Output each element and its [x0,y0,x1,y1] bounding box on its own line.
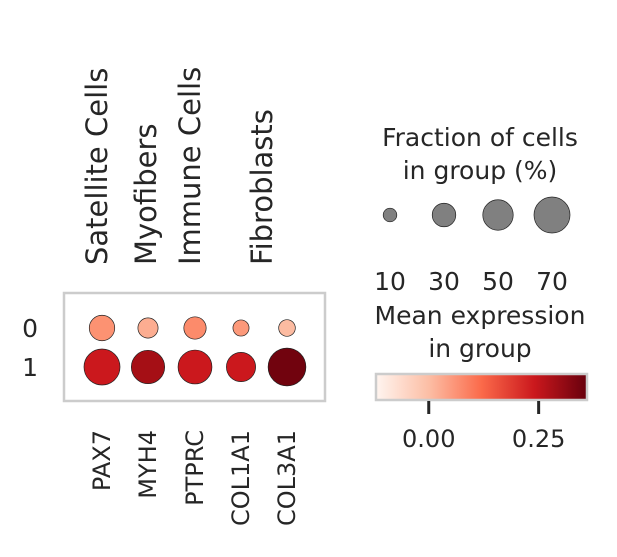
gene-label-ptprc: PTPRC [181,430,209,506]
dot-group0-ptprc [183,316,207,340]
dot-group1-col3a1 [267,347,307,387]
size-legend-title-line1: Fraction of cells [382,123,578,152]
dot-group1-pax7 [83,348,121,386]
var-group-label-2: Myofibers [129,124,163,265]
size-legend-dot-70 [533,196,571,234]
dot-group1-myh4 [130,349,166,385]
colorbar [376,374,587,400]
size-legend-label-30: 30 [428,267,460,296]
var-group-label-1: Satellite Cells [80,68,114,265]
dot-group0-col3a1 [278,319,296,337]
size-legend-dot-10 [382,207,398,223]
var-group-label-3: Immune Cells [173,67,207,265]
var-group-label-4: Fibroblasts [245,109,279,265]
size-legend-label-50: 50 [482,267,514,296]
color-legend-title-line1: Mean expression [375,301,586,330]
gene-label-col3a1: COL3A1 [273,430,301,526]
size-legend-label-10: 10 [374,267,406,296]
colorbar-tick-label-0: 0.00 [402,425,455,453]
size-legend-label-70: 70 [536,267,568,296]
size-legend-title-line2: in group (%) [403,156,558,185]
group-label-0: 0 [22,314,38,343]
group-label-1: 1 [22,353,38,382]
colorbar-frame [374,372,589,402]
dot-group0-pax7 [88,314,116,342]
gene-label-col1a1: COL1A1 [227,430,255,526]
dot-group0-col1a1 [232,319,250,337]
gene-label-myh4: MYH4 [134,430,162,499]
color-legend-title-line2: in group [428,334,531,363]
plot-frame [62,291,327,403]
colorbar-tick-label-1: 0.25 [512,425,565,453]
size-legend-dot-50 [482,199,514,231]
dot-group1-ptprc [177,349,213,385]
dot-group1-col1a1 [226,352,256,382]
size-legend-dot-30 [431,202,457,228]
gene-label-pax7: PAX7 [88,430,116,491]
dot-group0-myh4 [137,317,159,339]
